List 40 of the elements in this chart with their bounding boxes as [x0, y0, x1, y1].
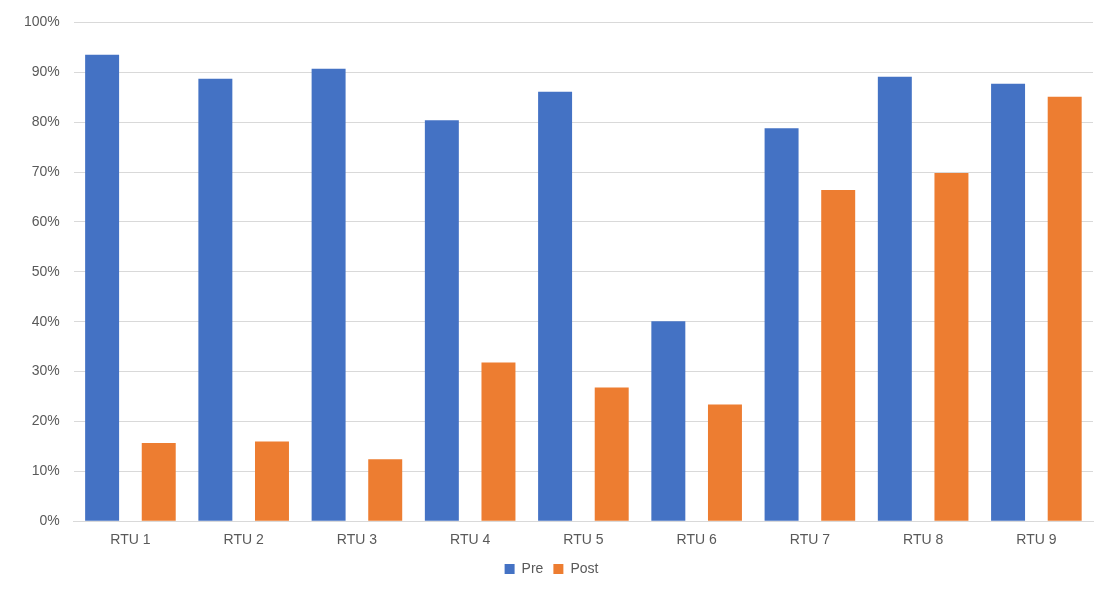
legend-label: Post [570, 559, 599, 576]
bar [311, 68, 346, 521]
y-tick-label: 50% [31, 262, 60, 279]
bar [764, 128, 799, 521]
bar [877, 76, 912, 521]
y-tick-label: 60% [31, 212, 60, 229]
x-tick-label: RTU 4 [450, 531, 491, 548]
x-tick-label: RTU 9 [1016, 531, 1057, 548]
bar [85, 54, 120, 521]
y-tick-label: 40% [31, 312, 60, 329]
y-tick-label: 30% [31, 362, 60, 379]
y-tick-label: 80% [31, 113, 60, 130]
x-tick-label: RTU 7 [789, 531, 831, 548]
bar [481, 362, 516, 521]
x-tick-label: RTU 3 [336, 531, 378, 548]
legend-label: Pre [521, 559, 544, 576]
bar [198, 78, 233, 521]
bar [934, 173, 969, 521]
bar [1047, 96, 1082, 521]
bar [991, 83, 1026, 521]
bar [538, 91, 573, 521]
bar [821, 190, 856, 521]
x-tick-label: RTU 6 [676, 531, 717, 548]
y-tick-label: 0% [39, 512, 60, 529]
y-tick-label: 90% [31, 63, 60, 80]
y-tick-label: 100% [23, 13, 60, 30]
bar [594, 387, 629, 521]
x-tick-label: RTU 8 [903, 531, 944, 548]
bar [255, 441, 289, 521]
bar [368, 459, 403, 521]
bar [651, 321, 686, 521]
bar [424, 120, 459, 521]
bar [707, 404, 742, 521]
x-tick-label: RTU 5 [563, 531, 604, 548]
bar [141, 442, 176, 521]
y-tick-label: 20% [31, 412, 60, 429]
y-tick-label: 10% [31, 462, 60, 479]
x-tick-label: RTU 2 [223, 531, 264, 548]
x-tick-label: RTU 1 [110, 531, 151, 548]
y-tick-label: 70% [31, 162, 60, 179]
